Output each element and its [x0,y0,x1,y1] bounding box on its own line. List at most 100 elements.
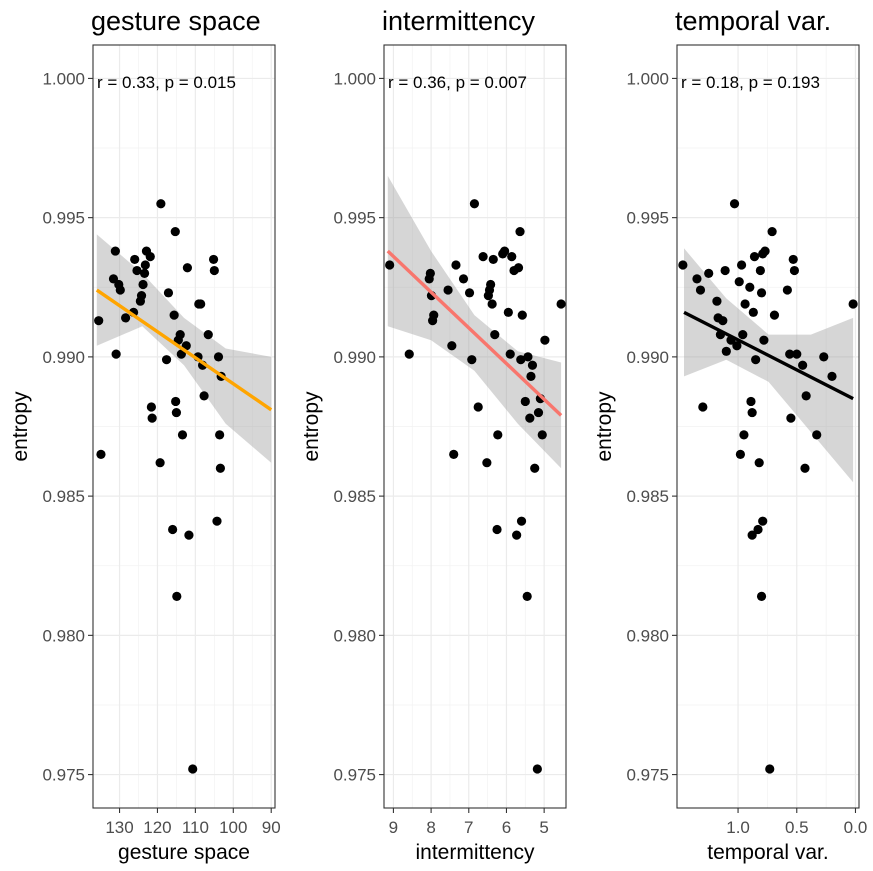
data-point [447,341,457,351]
data-point [213,352,224,362]
data-point [488,254,498,265]
data-point [168,524,178,535]
data-point [526,371,536,381]
data-point [163,288,174,298]
data-point [505,349,515,359]
x-tick-label: 1.0 [726,818,750,837]
data-point [721,346,731,356]
data-point [209,265,219,276]
data-point [467,355,477,365]
x-axis-title: gesture space [118,841,250,864]
y-tick-label: 1.000 [42,69,85,88]
x-tick-label: 7 [464,818,473,837]
data-point [740,299,750,309]
confidence-band [684,248,854,483]
data-point [718,316,728,326]
data-point [812,430,822,440]
data-point [490,330,500,340]
data-point [177,430,188,440]
data-point [753,524,763,535]
data-point [425,268,435,278]
data-point [712,296,722,306]
data-point [182,263,193,273]
data-point [385,260,395,270]
data-point [443,285,453,295]
data-point [139,268,150,278]
data-point [208,254,219,265]
x-tick-label: 5 [539,818,548,837]
y-tick-label: 0.995 [42,209,85,228]
y-tick-label: 0.985 [42,487,85,506]
data-point [429,310,439,320]
data-point [537,430,547,440]
data-point [147,413,157,423]
data-point [746,396,756,407]
data-point [782,285,792,295]
regression-line [386,249,563,417]
data-point [530,463,540,473]
data-point [130,254,140,265]
data-point [765,764,775,774]
data-point [698,402,708,412]
data-point [184,530,194,540]
x-tick-label: 0.5 [785,818,809,837]
data-point [749,252,760,262]
data-point [156,199,166,209]
regression-line [95,288,273,412]
y-axis-title: entropy [593,391,616,462]
data-point [121,313,131,323]
data-point [747,407,757,418]
data-point [176,349,186,359]
data-point [486,279,496,290]
data-point [458,274,469,284]
y-tick-label: 1.000 [333,69,376,88]
data-point [513,263,524,273]
data-point [769,310,780,320]
data-point [755,265,765,276]
data-point [171,396,181,407]
data-point [212,516,222,526]
data-point [145,252,155,262]
data-point [516,516,527,526]
data-point [732,341,742,351]
panel-border [383,44,567,809]
data-point [704,268,714,278]
confidence-band [387,175,562,469]
data-point [751,355,761,365]
data-point [720,265,730,276]
y-tick-label: 0.975 [333,766,376,785]
data-point [848,299,858,309]
x-tick-label: 8 [426,818,435,837]
data-point [492,524,502,535]
data-point [96,449,106,459]
data-point [556,299,566,309]
y-tick-label: 0.980 [333,626,376,645]
regression-line [683,310,854,401]
data-point [801,391,811,401]
data-point [754,458,764,468]
data-point [767,226,777,237]
panel-plot-area [94,199,273,774]
data-point [788,254,798,265]
x-tick-label: 100 [219,818,247,837]
data-point [827,371,837,381]
data-point [215,463,225,473]
y-tick-label: 1.000 [626,69,669,88]
data-point [756,591,767,601]
y-tick-label: 0.990 [333,348,376,367]
data-point [756,288,767,298]
data-point [532,764,542,774]
data-point [140,260,150,270]
data-point [215,430,225,440]
data-point [692,274,702,284]
data-point [155,458,165,468]
data-point [738,330,748,340]
data-point [449,449,459,459]
y-tick-label: 0.975 [626,766,669,785]
data-point [188,764,198,774]
data-point [527,360,538,370]
panel-1: 0.975 0.980 0.985 0.990 0.995 1.000 130 120 110 1… [9,6,281,864]
data-point [695,285,706,295]
